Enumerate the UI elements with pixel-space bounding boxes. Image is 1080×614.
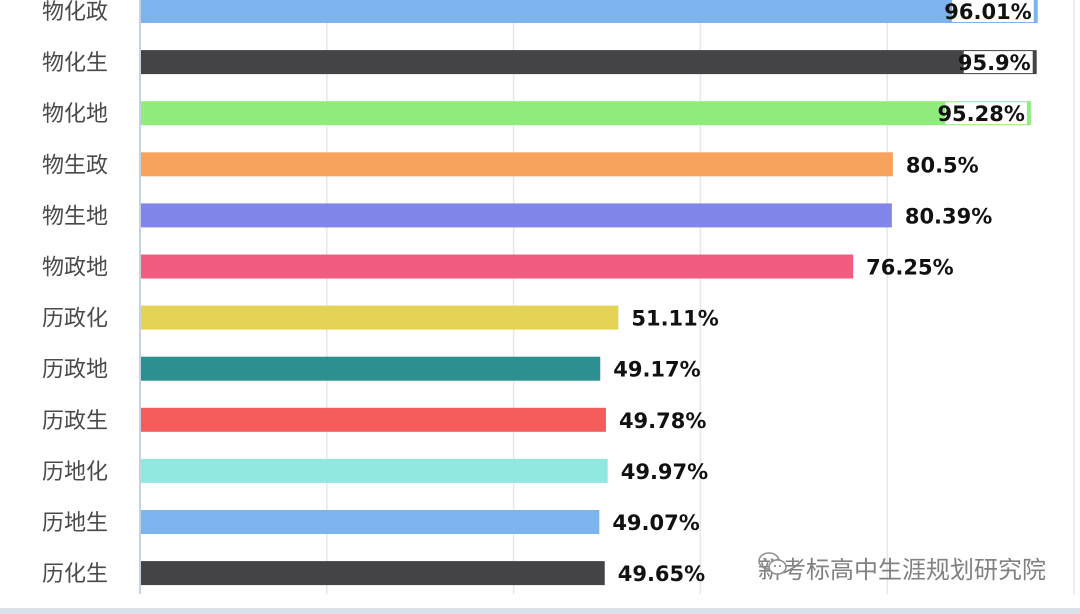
category-label: 物生地 (42, 204, 108, 229)
bar (141, 50, 1037, 75)
value-label: 49.17% (613, 358, 700, 382)
category-label: 物化生 (42, 51, 108, 76)
category-label: 物政地 (42, 256, 108, 281)
category-label: 历化生 (42, 562, 108, 587)
wechat-icon (758, 552, 787, 575)
value-label: 49.78% (619, 409, 706, 433)
value-label: 95.28% (937, 102, 1024, 126)
bar (141, 101, 1031, 126)
category-label: 历地生 (42, 511, 108, 536)
watermark: 新考标高中生涯规划研究院 (758, 551, 1046, 584)
bar (141, 510, 600, 534)
value-label: 76.25% (866, 256, 953, 280)
bar (141, 561, 605, 586)
value-label-background (963, 51, 1033, 74)
bar (141, 0, 1038, 23)
value-label: 49.65% (618, 562, 705, 586)
value-label: 49.97% (621, 460, 708, 484)
grid-lines (326, 0, 1075, 594)
value-label: 51.11% (631, 307, 718, 331)
bar (141, 254, 854, 279)
category-label: 历政地 (42, 358, 108, 383)
value-label: 96.01% (944, 0, 1031, 24)
watermark-text: 新考标高中生涯规划研究院 (758, 555, 1046, 584)
bar (141, 356, 601, 381)
bar (141, 407, 606, 432)
value-label-background (945, 102, 1027, 125)
category-label: 物化地 (42, 102, 108, 127)
bar (141, 305, 619, 330)
category-label: 历政生 (42, 409, 108, 434)
value-label: 49.07% (612, 511, 699, 535)
category-label: 物生政 (42, 153, 108, 178)
bar (141, 152, 893, 177)
category-label: 历地化 (42, 460, 108, 485)
bottom-strip (0, 608, 1080, 614)
value-label-background (952, 0, 1034, 22)
value-label: 80.5% (906, 153, 979, 177)
bar (141, 458, 608, 483)
value-label: 80.39% (905, 204, 992, 228)
category-label: 物化政 (42, 0, 108, 25)
category-label: 历政化 (42, 307, 108, 332)
value-labels: 96.01% 95.9% 95.28% 80.5% 80.39% 76.25% 51.11%… (612, 0, 1034, 586)
value-label: 95.9% (958, 51, 1031, 75)
bars (141, 0, 1038, 586)
bar (141, 203, 892, 228)
